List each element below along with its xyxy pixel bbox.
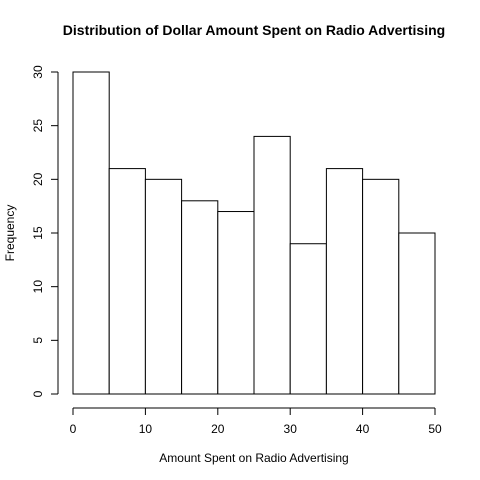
y-tick-label: 20 [31, 172, 45, 186]
histogram-bar [362, 178, 400, 395]
chart-title: Distribution of Dollar Amount Spent on R… [63, 22, 445, 38]
histogram-bar [325, 168, 364, 395]
x-tick-label: 50 [428, 422, 442, 436]
x-tick-label: 20 [211, 422, 225, 436]
histogram-bar [217, 211, 255, 395]
x-tick-label: 0 [70, 422, 77, 436]
y-axis-label: Frequency [3, 205, 17, 262]
y-tick-label: 5 [31, 337, 45, 344]
bars-group [72, 71, 436, 395]
y-tick-label: 0 [31, 390, 45, 397]
histogram-bar [108, 168, 146, 395]
x-tick-label: 10 [139, 422, 153, 436]
histogram-bar [144, 178, 183, 395]
histogram-bar [289, 243, 327, 395]
histogram-bar [181, 200, 219, 395]
y-tick-label: 15 [31, 226, 45, 240]
x-tick-label: 40 [356, 422, 370, 436]
x-axis: 0 10 20 30 40 50 [70, 407, 442, 436]
histogram-bar [72, 71, 110, 395]
histogram-bar [398, 232, 436, 395]
histogram-bar [253, 135, 291, 395]
y-tick-label: 30 [31, 65, 45, 79]
y-tick-label: 10 [31, 280, 45, 294]
x-axis-label: Amount Spent on Radio Advertising [159, 451, 348, 465]
y-tick-label: 25 [31, 119, 45, 133]
y-axis: 0 5 10 15 20 25 30 [31, 65, 59, 397]
x-tick-label: 30 [284, 422, 298, 436]
